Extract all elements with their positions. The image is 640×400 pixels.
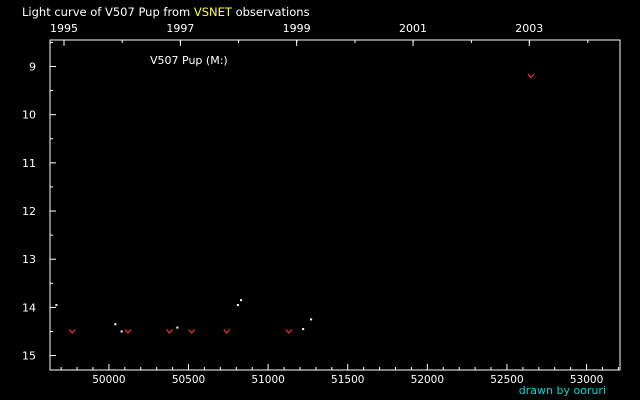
upper-limit-mark-2 <box>165 329 173 334</box>
observation-point-6 <box>302 328 305 331</box>
y-tick-label-1: 10 <box>22 109 36 122</box>
upper-limit-mark-1 <box>124 329 132 334</box>
x-tick-label-4: 52000 <box>411 374 444 386</box>
x-axis: 50000 50500 51000 51500 52000 52500 53000 <box>60 364 619 386</box>
y-tick-label-5: 14 <box>22 301 36 314</box>
year-tick-label-3: 2001 <box>399 22 427 35</box>
observation-point-3 <box>176 326 179 329</box>
x-tick-label-6: 53000 <box>570 374 603 386</box>
chart-title: Light curve of V507 Pup from VSNET obser… <box>22 5 310 19</box>
observation-point-4 <box>236 303 239 306</box>
year-tick-label-0: 1995 <box>50 22 78 35</box>
upper-limit-mark-3 <box>188 329 196 334</box>
observation-point-7 <box>310 318 313 321</box>
y-tick-label-0: 9 <box>29 60 36 73</box>
plot-frame <box>49 39 621 371</box>
observation-point-1 <box>114 323 117 326</box>
x-tick-label-5: 52500 <box>490 374 523 386</box>
y-tick-label-3: 12 <box>22 205 36 218</box>
year-tick-label-4: 2003 <box>515 22 543 35</box>
year-tick-label-1: 1997 <box>166 22 194 35</box>
upper-limit-mark-0 <box>68 329 76 334</box>
y-tick-label-2: 11 <box>22 157 36 170</box>
x-tick-label-1: 50500 <box>172 374 205 386</box>
title-prefix: Light curve of V507 Pup from <box>22 5 194 19</box>
observation-point-2 <box>120 330 123 333</box>
observation-point-5 <box>240 299 243 302</box>
upper-limit-mark-6 <box>527 73 535 79</box>
year-tick-label-2: 1999 <box>283 22 311 35</box>
x-tick-label-0: 50000 <box>92 374 125 386</box>
credit-label: drawn by ooruri <box>519 384 606 397</box>
data-marks <box>55 73 535 334</box>
observation-point-0 <box>55 303 58 306</box>
x-tick-label-3: 51500 <box>331 374 364 386</box>
y-axis: 9 10 11 12 13 14 15 <box>22 41 56 363</box>
x-tick-label-2: 51000 <box>251 374 284 386</box>
series-label: V507 Pup (M:) <box>150 54 228 67</box>
upper-limit-mark-4 <box>223 329 231 334</box>
title-source: VSNET <box>194 5 233 19</box>
upper-limit-mark-5 <box>285 329 293 334</box>
title-suffix: observations <box>236 5 310 19</box>
year-axis: 1995 1997 1999 2001 2003 <box>50 22 589 46</box>
y-tick-label-4: 13 <box>22 253 36 266</box>
y-tick-label-6: 15 <box>22 350 36 363</box>
